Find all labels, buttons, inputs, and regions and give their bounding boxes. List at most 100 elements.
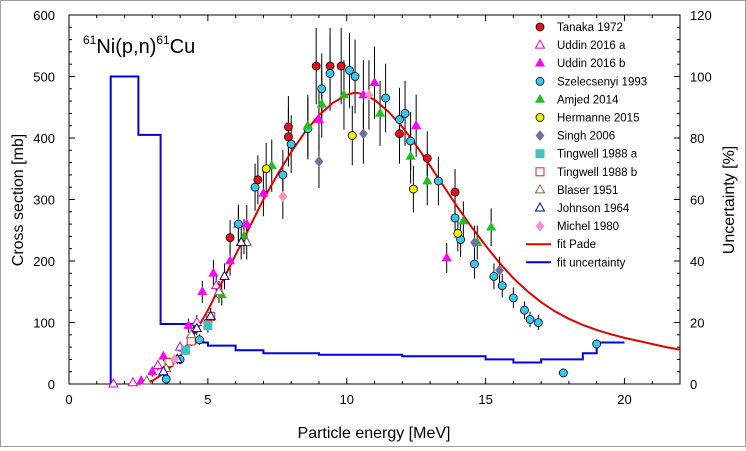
amjed-2014-point: [302, 120, 313, 129]
y2-tick-label: 0: [690, 377, 697, 392]
amjed-2014-point: [422, 175, 433, 185]
uddin-2016-b-point: [411, 120, 422, 129]
johnson-1964-point: [205, 310, 216, 320]
tanaka-1972-point: [450, 187, 460, 197]
data-points: [108, 61, 602, 388]
szelecsenyi-1993-point: [400, 109, 410, 118]
y2-axis-label: Uncertainty [%]: [721, 146, 738, 254]
x-tick-label: 15: [478, 392, 492, 407]
michel-1980-point: [278, 190, 288, 202]
szelecsenyi-1993-point: [161, 374, 171, 384]
szelecsenyi-1993-point: [345, 65, 354, 75]
singh-2006-point: [359, 128, 368, 140]
tanaka-1972-point: [395, 129, 404, 139]
uddin-2016-b-point: [313, 113, 324, 123]
singh-2006-point: [495, 264, 504, 276]
title-mass-number-1: 61: [83, 33, 97, 47]
tanaka-1972-point: [284, 122, 293, 132]
y-tick-label: 600: [33, 8, 55, 23]
legend-label: fit Pade: [557, 239, 596, 251]
x-tick-label: 10: [339, 392, 353, 407]
y2-tick-label: 120: [690, 8, 712, 23]
amjed-2014-point: [338, 89, 349, 99]
uddin-2016-a-point: [152, 359, 164, 370]
legend-label: Tingwell 1988 b: [557, 167, 637, 179]
title-reaction: Ni(p,n): [96, 36, 156, 58]
blaser-1951-point: [213, 285, 225, 296]
szelecsenyi-1993-point: [497, 281, 507, 291]
szelecsenyi-1993-point: [286, 139, 296, 149]
y2-tick-label: 20: [690, 316, 704, 331]
tanaka-1972-point: [225, 233, 235, 243]
tingwell-1988-a-point: [181, 345, 191, 355]
legend-marker: [535, 76, 545, 86]
y-tick-label: 300: [33, 193, 55, 208]
szelecsenyi-1993-point: [195, 335, 204, 345]
tanaka-1972-point: [336, 61, 346, 71]
amjed-2014-point: [375, 107, 386, 117]
legend-marker: [535, 130, 545, 142]
tanaka-1972-point: [422, 153, 432, 163]
x-axis-label: Particle energy [MeV]: [298, 425, 451, 442]
blaser-1951-point: [141, 374, 153, 385]
tingwell-1988-a-point: [203, 321, 213, 331]
szelecsenyi-1993-point: [508, 293, 518, 303]
legend-label: Michel 1980: [557, 221, 619, 233]
szelecsenyi-1993-point: [350, 72, 360, 81]
legend-label: Blaser 1951: [557, 185, 618, 197]
legend-marker: [534, 57, 546, 67]
y-tick-label: 0: [48, 377, 55, 392]
y-axis-label: Cross section [mb]: [10, 134, 27, 266]
amjed-2014-point: [458, 215, 469, 225]
legend-marker: [535, 22, 545, 32]
uddin-2016-a-point: [108, 377, 119, 388]
legend-label: Uddin 2016 a: [557, 40, 626, 52]
legend-marker: [535, 149, 545, 159]
uddin-2016-b-point: [147, 366, 158, 376]
johnson-1964-point: [235, 236, 247, 247]
legend-label: Hermanne 2015: [557, 113, 639, 125]
uddin-2016-b-point: [225, 255, 236, 265]
axes: 0 5 10 15 2001002003004005006000204060801001…: [33, 8, 711, 407]
singh-2006-point: [470, 237, 479, 249]
y2-tick-label: 60: [690, 193, 704, 208]
y-tick-label: 100: [33, 316, 55, 331]
michel-1980-point: [364, 89, 374, 101]
szelecsenyi-1993-point: [489, 271, 499, 281]
szelecsenyi-1993-point: [317, 84, 327, 94]
title-product: Cu: [170, 36, 196, 58]
uddin-2016-b-point: [158, 350, 169, 360]
y2-tick-label: 100: [690, 70, 712, 85]
johnson-1964-point: [191, 322, 203, 333]
uddin-2016-b-point: [258, 187, 269, 197]
y-tick-label: 400: [33, 131, 55, 146]
szelecsenyi-1993-point: [395, 115, 404, 124]
szelecsenyi-1993-point: [520, 305, 529, 315]
fit-uncertainty-line: [109, 75, 625, 384]
legend-marker: [534, 201, 546, 212]
szelecsenyi-1993-point: [525, 315, 535, 324]
szelecsenyi-1993-point: [381, 93, 391, 103]
uddin-2016-a-point: [210, 279, 222, 290]
y2-tick-label: 40: [690, 254, 704, 269]
johnson-1964-point: [219, 270, 230, 280]
tanaka-1972-point: [253, 175, 263, 185]
michel-1980-point: [170, 353, 179, 365]
amjed-2014-point: [405, 150, 416, 160]
legend-label: Tingwell 1988 a: [557, 149, 638, 161]
szelecsenyi-1993-point: [450, 213, 460, 223]
johnson-1964-point: [158, 365, 169, 376]
uddin-2016-b-point: [183, 319, 194, 329]
x-tick-label: 20: [617, 392, 631, 407]
legend-marker: [535, 113, 545, 122]
legend-marker: [534, 183, 546, 194]
szelecsenyi-1993-point: [406, 136, 416, 146]
x-tick-label: 5: [204, 392, 211, 407]
y-tick-label: 500: [33, 70, 55, 85]
szelecsenyi-1993-point: [325, 69, 335, 78]
hermanne-2015-point: [347, 131, 357, 140]
legend-marker: [534, 39, 546, 49]
legend-marker: [535, 220, 545, 232]
y-tick-label: 200: [33, 254, 55, 269]
